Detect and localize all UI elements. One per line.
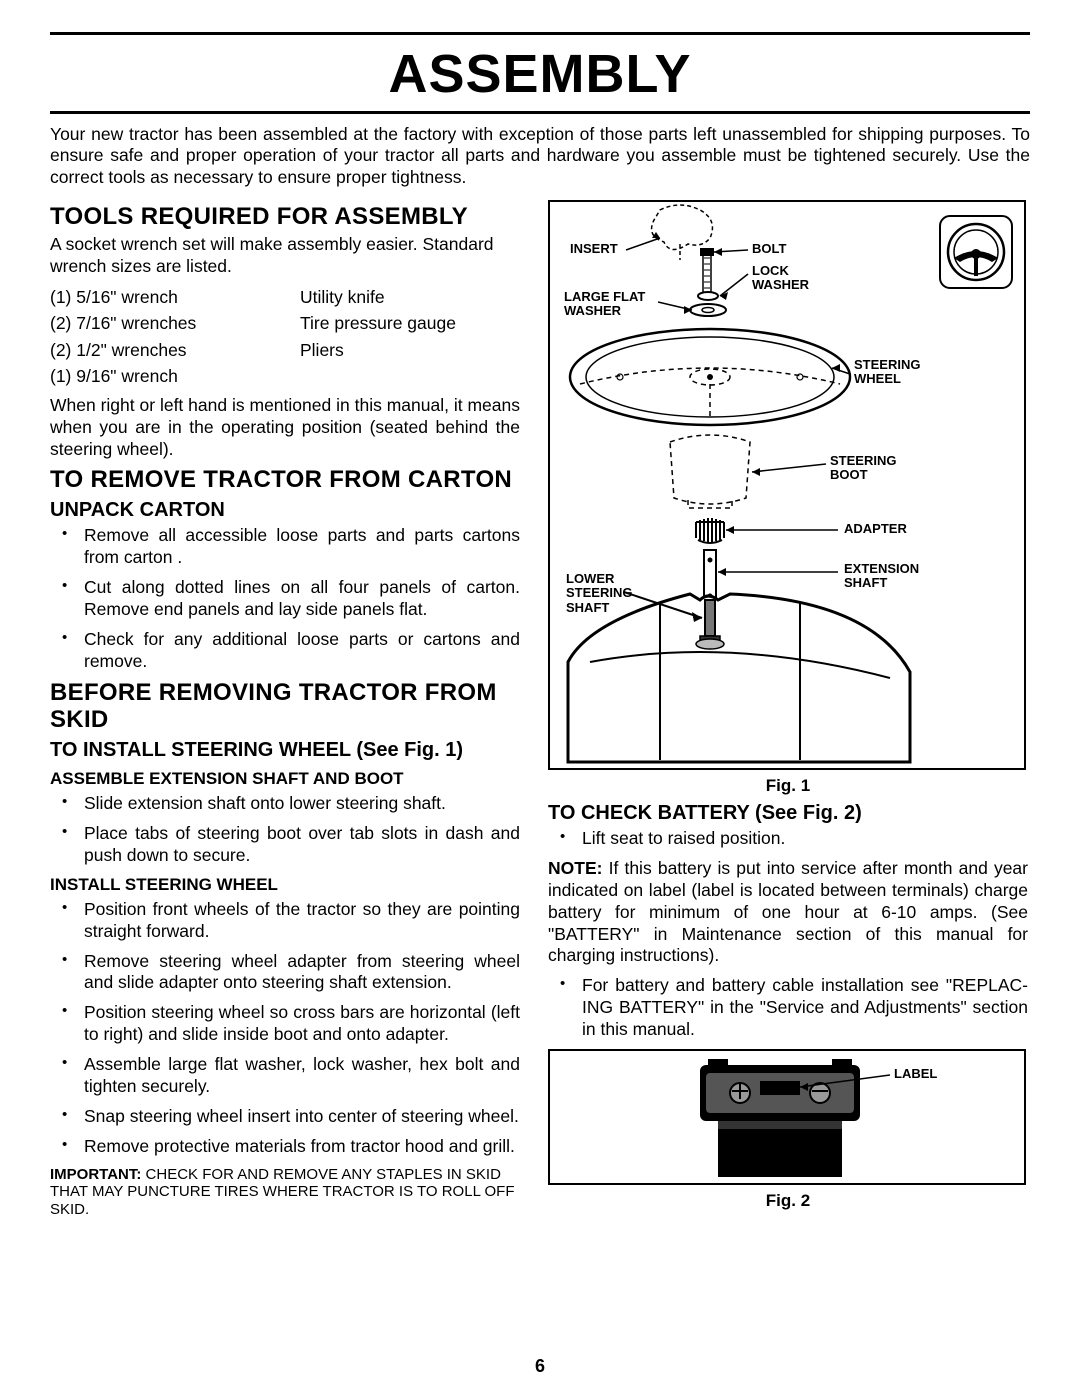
list-item: Lift seat to raised position. [582, 828, 1028, 850]
fig1-label-insert: INSERT [570, 242, 618, 256]
col-right: INSERT BOLT LOCK WASHER LARGE FLAT WASHE… [548, 198, 1028, 1219]
list-item: Place tabs of steering boot over tab slo… [84, 823, 520, 867]
tool-cell: (1) 9/16" wrench [50, 363, 300, 389]
tool-cell: (2) 1/2" wrenches [50, 337, 300, 363]
fig1-label-extension-shaft: EXTENSION SHAFT [844, 562, 919, 591]
tool-row: (1) 9/16" wrench [50, 363, 520, 389]
list-item: Position steering wheel so cross bars ar… [84, 1002, 520, 1046]
rule-top [50, 32, 1030, 35]
list-item: Snap steering wheel insert into center o… [84, 1106, 520, 1128]
fig1-label-bolt: BOLT [752, 242, 786, 256]
list-item: Remove steering wheel adapter from steer… [84, 951, 520, 995]
important-label: IMPORTANT: [50, 1166, 141, 1183]
important-note: IMPORTANT: CHECK FOR AND REMOVE ANY STAP… [50, 1166, 520, 1219]
fig1-caption: Fig. 1 [548, 776, 1028, 796]
unpack-list: Remove all accessible loose parts and pa… [50, 525, 520, 672]
install-wheel-list: Position front wheels of the tractor so … [50, 899, 520, 1158]
content-columns: TOOLS REQUIRED FOR ASSEMBLY A socket wre… [50, 198, 1030, 1219]
check-battery-heading: TO CHECK BATTERY (See Fig. 2) [548, 802, 1028, 824]
col-left: TOOLS REQUIRED FOR ASSEMBLY A socket wre… [50, 198, 520, 1219]
tool-cell [300, 363, 520, 389]
figure-1: INSERT BOLT LOCK WASHER LARGE FLAT WASHE… [548, 200, 1026, 770]
tool-cell: Tire pressure gauge [300, 310, 520, 336]
list-item: Remove all accessible loose parts and pa… [84, 525, 520, 569]
rule-bottom [50, 111, 1030, 114]
list-item: Slide extension shaft onto lower steerin… [84, 793, 520, 815]
tool-row: (2) 1/2" wrenches Pliers [50, 337, 520, 363]
install-wheel-sub: INSTALL STEERING WHEEL [50, 875, 520, 895]
intro-paragraph: Your new tractor has been assembled at t… [50, 124, 1030, 188]
figure-2-svg [550, 1051, 1024, 1183]
tool-cell: (2) 7/16" wrenches [50, 310, 300, 336]
fig1-label-steering-boot: STEERING BOOT [830, 454, 896, 483]
list-item: For battery and battery cable installati… [582, 975, 1028, 1041]
tool-row: (2) 7/16" wrenches Tire pressure gauge [50, 310, 520, 336]
battery-list-2: For battery and battery cable installati… [548, 975, 1028, 1041]
unpack-heading: UNPACK CARTON [50, 499, 520, 521]
fig2-label: LABEL [894, 1067, 937, 1081]
list-item: Position front wheels of the tractor so … [84, 899, 520, 943]
tool-cell: Utility knife [300, 284, 520, 310]
list-item: Remove protective materials from tractor… [84, 1136, 520, 1158]
install-wheel-heading: TO INSTALL STEERING WHEEL (See Fig. 1) [50, 739, 520, 761]
note-text: If this battery is put into service afte… [548, 858, 1028, 966]
check-battery-list: Lift seat to raised position. [548, 828, 1028, 850]
list-item: Check for any additional loose parts or … [84, 629, 520, 673]
assemble-ext-list: Slide extension shaft onto lower steerin… [50, 793, 520, 867]
hand-note: When right or left hand is mentioned in … [50, 395, 520, 461]
tool-cell: (1) 5/16" wrench [50, 284, 300, 310]
fig1-label-lower-steering-shaft: LOWER STEERING SHAFT [566, 572, 632, 615]
fig2-caption: Fig. 2 [548, 1191, 1028, 1211]
list-item: Assemble large flat washer, lock washer,… [84, 1054, 520, 1098]
before-heading: BEFORE REMOVING TRACTOR FROM SKID [50, 680, 520, 733]
assemble-ext-heading: ASSEMBLE EXTENSION SHAFT AND BOOT [50, 769, 520, 789]
figure-2: LABEL [548, 1049, 1026, 1185]
tools-heading: TOOLS REQUIRED FOR ASSEMBLY [50, 204, 520, 230]
note-label: NOTE: [548, 858, 602, 878]
list-item: Cut along dotted lines on all four panel… [84, 577, 520, 621]
remove-heading: TO REMOVE TRACTOR FROM CARTON [50, 467, 520, 493]
fig1-label-adapter: ADAPTER [844, 522, 907, 536]
battery-note: NOTE: If this battery is put into servic… [548, 858, 1028, 967]
fig1-label-steering-wheel: STEERING WHEEL [854, 358, 920, 387]
page-number: 6 [0, 1356, 1080, 1377]
page-title: ASSEMBLY [50, 43, 1030, 105]
tool-cell: Pliers [300, 337, 520, 363]
fig1-label-large-flat-washer: LARGE FLAT WASHER [564, 290, 645, 319]
fig1-label-lock-washer: LOCK WASHER [752, 264, 809, 293]
tools-intro: A socket wrench set will make assembly e… [50, 234, 520, 278]
tool-row: (1) 5/16" wrench Utility knife [50, 284, 520, 310]
